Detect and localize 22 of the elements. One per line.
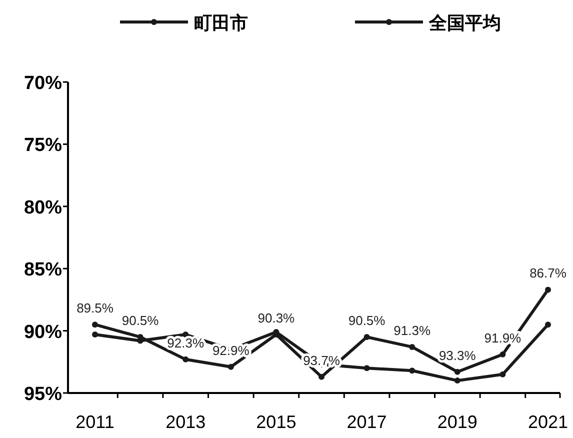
x-tick-label: 2021: [528, 412, 568, 432]
x-tick-label: 2019: [437, 412, 478, 432]
x-tick-label: 2013: [166, 412, 206, 432]
data-label: 89.5%: [76, 300, 114, 316]
data-label: 90.5%: [348, 313, 386, 328]
x-tick-label: 2015: [256, 412, 296, 432]
y-tick-label: 80%: [24, 197, 62, 218]
legend-label: 町田市: [194, 13, 248, 33]
y-tick-label: 90%: [24, 322, 62, 343]
data-label: 93.3%: [438, 348, 476, 363]
y-tick-label: 75%: [24, 135, 62, 156]
y-tick-label: 70%: [24, 73, 62, 94]
y-tick-label: 85%: [24, 260, 62, 281]
y-tick-label: 95%: [24, 384, 62, 405]
data-label: 90.5%: [122, 313, 160, 328]
data-label: 91.3%: [394, 322, 431, 338]
data-label: 86.7%: [530, 266, 567, 281]
data-label: 90.3%: [258, 310, 296, 326]
data-label: 92.3%: [167, 335, 204, 350]
x-tick-label: 2017: [346, 412, 387, 432]
x-tick-label: 2011: [76, 412, 114, 432]
legend-label: 全国平均: [428, 13, 501, 33]
